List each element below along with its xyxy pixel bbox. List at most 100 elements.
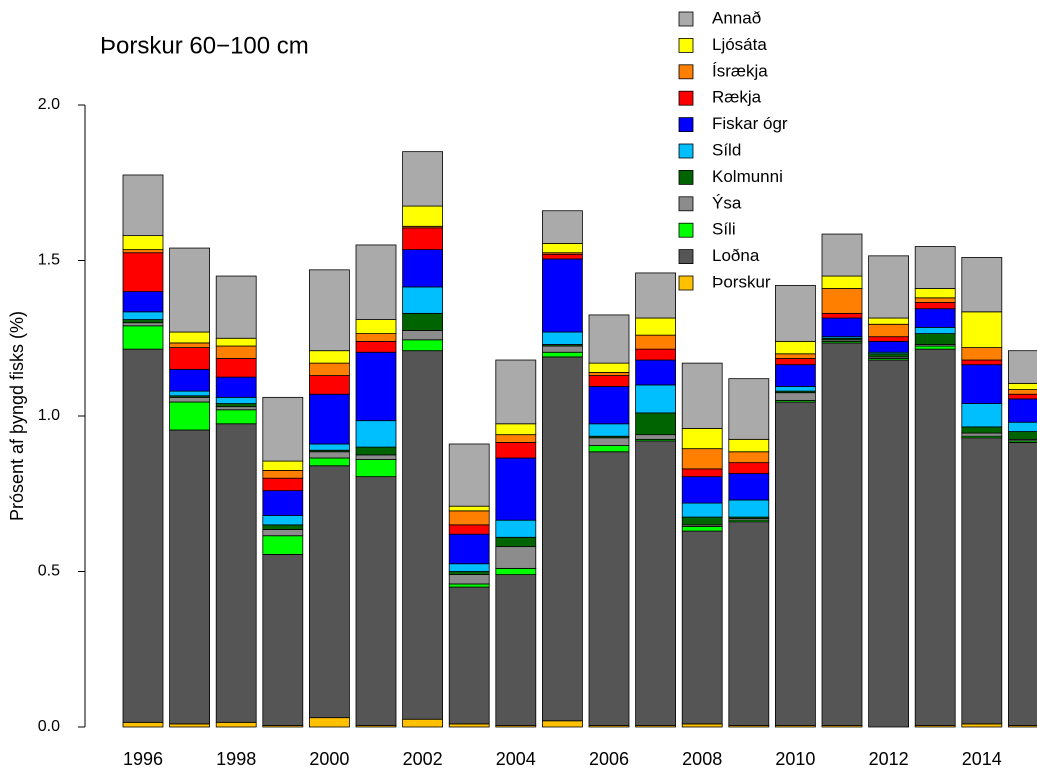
bar-segment bbox=[355, 351, 397, 422]
bar-segment bbox=[681, 502, 723, 518]
bar-segment bbox=[215, 396, 257, 404]
bar-segment bbox=[1008, 398, 1037, 423]
bar-segment bbox=[681, 723, 723, 728]
legend-label: Rækja bbox=[712, 88, 762, 107]
legend-label: Annað bbox=[712, 8, 761, 27]
legend-label: Ljósáta bbox=[712, 35, 767, 54]
bar-segment bbox=[868, 255, 909, 319]
x-tick-label: 2008 bbox=[682, 749, 722, 769]
bar-segment bbox=[635, 384, 676, 414]
bar-segment bbox=[402, 151, 444, 207]
bar-segment bbox=[495, 434, 537, 443]
bar-segment bbox=[868, 353, 909, 358]
bar-segment bbox=[728, 438, 770, 453]
bar-segment bbox=[308, 375, 350, 395]
bar-segment bbox=[262, 490, 304, 516]
bar-segment bbox=[308, 362, 350, 376]
legend-swatch bbox=[678, 196, 694, 212]
bar-segment bbox=[215, 358, 257, 378]
bar-segment bbox=[1008, 389, 1037, 395]
bar-segment bbox=[728, 378, 770, 440]
bar-segment bbox=[262, 529, 304, 537]
x-tick-label: 2010 bbox=[775, 749, 815, 769]
bar-segment bbox=[961, 723, 1003, 728]
bar-segment bbox=[868, 359, 909, 728]
bar-segment bbox=[448, 583, 490, 588]
bar-segment bbox=[542, 351, 583, 358]
legend-label: Síli bbox=[712, 220, 736, 239]
bar-segment bbox=[542, 242, 583, 254]
bar-segment bbox=[448, 510, 490, 526]
bar-segment bbox=[728, 462, 770, 474]
bar-segment bbox=[961, 432, 1003, 437]
bar-segment bbox=[355, 459, 397, 478]
x-tick-label: 2014 bbox=[962, 749, 1002, 769]
bar-segment bbox=[215, 345, 257, 359]
bar-segment bbox=[542, 210, 583, 244]
bar-segment bbox=[308, 717, 350, 728]
bar-segment bbox=[821, 312, 863, 319]
bar-segment bbox=[961, 364, 1003, 404]
bar-segment bbox=[542, 258, 583, 333]
bar-segment bbox=[728, 521, 770, 726]
bar-segment bbox=[914, 345, 956, 350]
bar-segment bbox=[262, 477, 304, 492]
bar-segment bbox=[122, 252, 164, 293]
bar-segment bbox=[588, 375, 630, 387]
bar-segment bbox=[681, 530, 723, 725]
bar-segment bbox=[169, 429, 211, 725]
bar-segment bbox=[914, 288, 956, 299]
bar-segment bbox=[355, 340, 397, 353]
x-tick-label: 2004 bbox=[496, 749, 536, 769]
bar-segment bbox=[775, 340, 816, 355]
bar-segment bbox=[355, 319, 397, 334]
bar-segment bbox=[542, 720, 583, 728]
bar-segment bbox=[215, 406, 257, 411]
bar-segment bbox=[821, 317, 863, 338]
bar-segment bbox=[635, 359, 676, 386]
x-tick-label: 1996 bbox=[123, 749, 163, 769]
bar-segment bbox=[169, 247, 211, 333]
bar-segment bbox=[868, 336, 909, 342]
bar-segment bbox=[308, 451, 350, 459]
bar-segment bbox=[495, 567, 537, 576]
y-tick-label: 0.5 bbox=[38, 563, 60, 580]
bar-segment bbox=[495, 359, 537, 425]
bar-segment bbox=[215, 423, 257, 723]
bar-segment bbox=[215, 409, 257, 425]
bar-segment bbox=[728, 499, 770, 518]
bar-segment bbox=[961, 256, 1003, 313]
bar-segment bbox=[308, 269, 350, 352]
bar-segment bbox=[914, 297, 956, 303]
bar-segment bbox=[169, 331, 211, 344]
bar-segment bbox=[542, 345, 583, 353]
bar-segment bbox=[402, 339, 444, 352]
x-tick-label: 1998 bbox=[216, 749, 256, 769]
bar-segment bbox=[122, 291, 164, 313]
bar-segment bbox=[635, 348, 676, 361]
x-tick-label: 2002 bbox=[403, 749, 443, 769]
bar-segment bbox=[402, 350, 444, 720]
bar-segment bbox=[262, 470, 304, 479]
bar-segment bbox=[355, 446, 397, 456]
bar-segment bbox=[775, 364, 816, 387]
bar-segment bbox=[821, 233, 863, 277]
bar-segment bbox=[588, 445, 630, 453]
legend-label: Fiskar ógr bbox=[712, 114, 788, 133]
bar-segment bbox=[635, 440, 676, 726]
bar-segment bbox=[402, 286, 444, 314]
chart-title: Þorskur 60−100 cm bbox=[100, 32, 309, 59]
bar-segment bbox=[308, 457, 350, 467]
bar-segment bbox=[914, 333, 956, 345]
bar-segment bbox=[495, 519, 537, 538]
bar-segment bbox=[355, 476, 397, 726]
bar-segment bbox=[169, 368, 211, 392]
bar-segment bbox=[262, 396, 304, 462]
legend-swatch bbox=[678, 275, 694, 291]
bar-segment bbox=[914, 308, 956, 328]
legend-swatch bbox=[678, 90, 694, 106]
bar-segment bbox=[914, 246, 956, 289]
bar-segment bbox=[635, 334, 676, 350]
bar-segment bbox=[961, 311, 1003, 348]
